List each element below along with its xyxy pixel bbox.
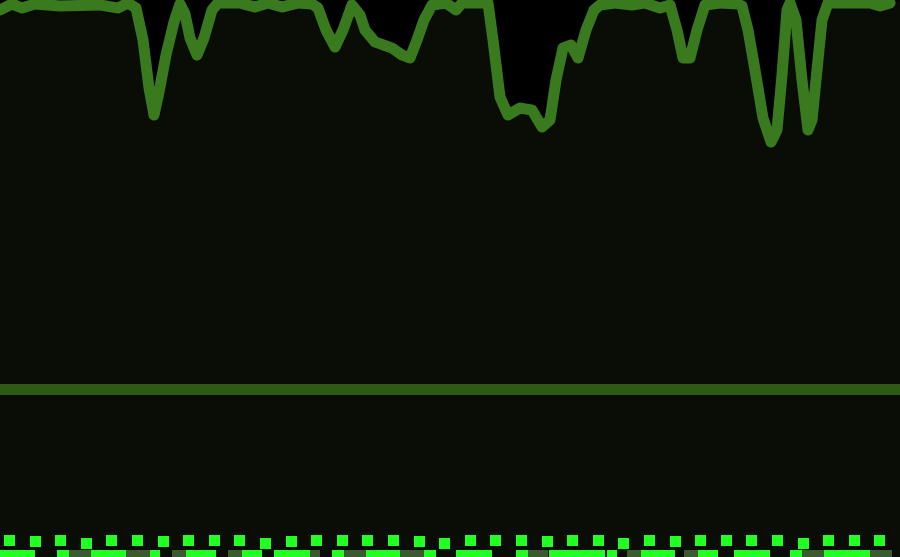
dot bbox=[106, 535, 117, 546]
dot bbox=[337, 535, 348, 546]
dot bbox=[30, 536, 41, 547]
dot bbox=[439, 538, 450, 549]
terrain-line bbox=[0, 0, 896, 148]
ground-block bbox=[150, 550, 160, 557]
ground-block bbox=[242, 550, 262, 557]
dot bbox=[311, 535, 322, 546]
dot bbox=[644, 535, 655, 546]
dot bbox=[260, 538, 271, 549]
dot bbox=[286, 536, 297, 547]
dot bbox=[695, 535, 706, 546]
dot bbox=[542, 536, 553, 547]
ground-block bbox=[641, 550, 675, 557]
cave-ceiling bbox=[0, 0, 900, 142]
ground-block bbox=[424, 550, 436, 557]
dot bbox=[670, 536, 681, 547]
ground-block bbox=[870, 550, 892, 557]
ground-block bbox=[69, 550, 91, 557]
ground-block bbox=[824, 550, 870, 557]
dot bbox=[209, 535, 220, 546]
ground-block bbox=[456, 550, 492, 557]
dot bbox=[362, 535, 373, 546]
dot bbox=[593, 535, 604, 546]
dot bbox=[81, 538, 92, 549]
ground-block bbox=[516, 550, 528, 557]
dot bbox=[183, 535, 194, 546]
ground-block bbox=[332, 550, 344, 557]
dot bbox=[874, 535, 885, 546]
ground-block bbox=[344, 550, 366, 557]
ground-block bbox=[684, 550, 698, 557]
ground-block bbox=[790, 550, 802, 557]
ground-block bbox=[627, 550, 641, 557]
dot bbox=[132, 535, 143, 546]
ground-block bbox=[698, 550, 718, 557]
dot bbox=[4, 535, 15, 546]
ground-block bbox=[802, 550, 824, 557]
ground-block bbox=[91, 550, 126, 557]
block-row bbox=[0, 550, 892, 557]
dot bbox=[746, 535, 757, 546]
dot bbox=[618, 538, 629, 549]
ground-block bbox=[126, 550, 150, 557]
dot bbox=[55, 535, 66, 546]
ground-block bbox=[549, 550, 605, 557]
ground-block bbox=[734, 550, 770, 557]
ground-block bbox=[607, 550, 617, 557]
dot bbox=[567, 535, 578, 546]
ground-block bbox=[0, 550, 35, 557]
dot bbox=[823, 535, 834, 546]
ground-block bbox=[274, 550, 310, 557]
ground-block bbox=[57, 550, 69, 557]
dot bbox=[798, 538, 809, 549]
dot bbox=[414, 536, 425, 547]
ground-block bbox=[366, 550, 400, 557]
ground-block bbox=[186, 550, 216, 557]
dot bbox=[234, 535, 245, 546]
ground-block bbox=[228, 550, 242, 557]
ground-block bbox=[172, 550, 186, 557]
dot bbox=[721, 535, 732, 546]
dot bbox=[849, 535, 860, 546]
dot-row bbox=[4, 535, 885, 549]
dot bbox=[772, 535, 783, 546]
ground-block bbox=[310, 550, 320, 557]
dot bbox=[465, 535, 476, 546]
ground-line bbox=[0, 384, 900, 395]
dot bbox=[490, 535, 501, 546]
dot bbox=[388, 535, 399, 546]
dot bbox=[158, 536, 169, 547]
ground-block bbox=[400, 550, 424, 557]
dot bbox=[516, 535, 527, 546]
ground-block bbox=[528, 550, 548, 557]
